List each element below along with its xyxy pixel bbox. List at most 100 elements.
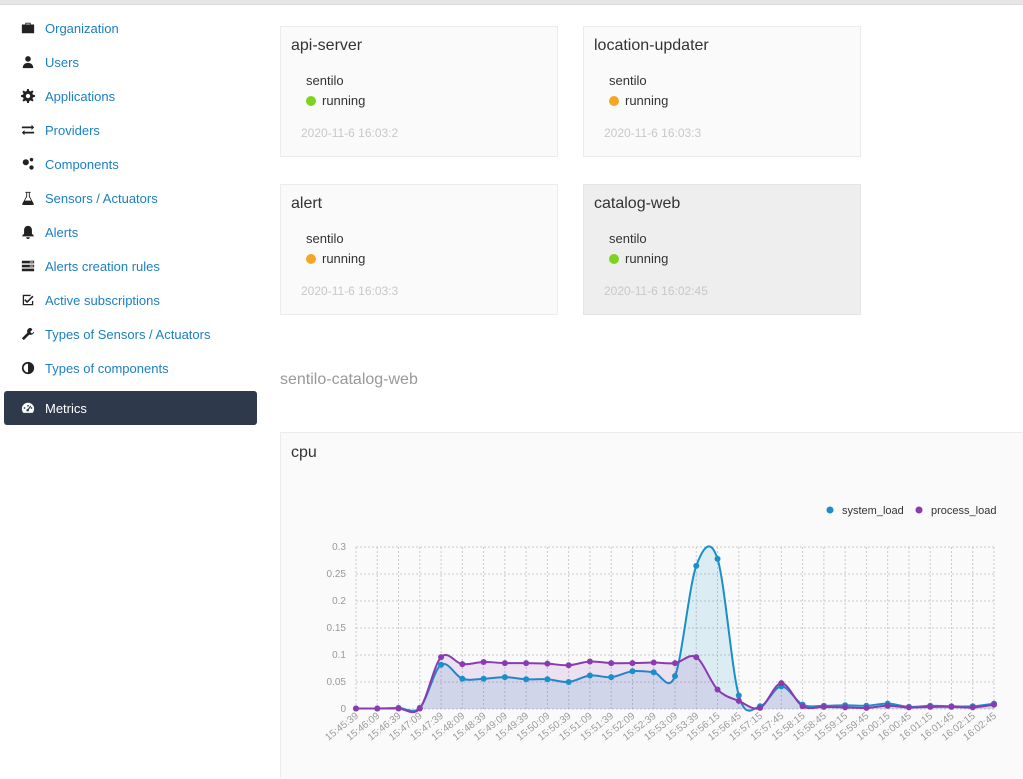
sidebar-item-label: Alerts creation rules <box>45 258 160 274</box>
bell-icon <box>20 224 36 240</box>
status-dot-icon <box>306 95 316 106</box>
data-point-process_load <box>544 660 551 667</box>
user-icon <box>20 54 36 70</box>
status-dot-icon <box>609 253 619 264</box>
card-title: alert <box>291 195 323 212</box>
data-point-process_load <box>969 704 976 711</box>
data-point-system_load <box>544 676 551 683</box>
component-card-alert[interactable]: alert sentilo running 2020-11-6 16:03:3 <box>280 184 558 315</box>
data-point-process_load <box>905 704 912 711</box>
sidebar-item-label: Users <box>45 54 79 70</box>
sidebar-item-applications[interactable]: Applications <box>4 79 257 113</box>
status-text: running <box>625 251 669 266</box>
status-indicator: running <box>609 251 668 266</box>
sidebar-item-label: Metrics <box>45 400 87 416</box>
card-title: catalog-web <box>594 195 681 212</box>
sidebar-item-types-of-sensors-actuators[interactable]: Types of Sensors / Actuators <box>4 317 257 351</box>
data-point-process_load <box>735 697 742 704</box>
data-point-system_load <box>672 673 678 680</box>
data-point-system_load <box>523 676 530 683</box>
data-point-process_load <box>438 654 445 661</box>
card-title: location-updater <box>594 37 709 54</box>
status-indicator: running <box>306 93 365 108</box>
card-title: api-server <box>291 37 363 54</box>
sidebar-item-providers[interactable]: Providers <box>4 113 257 147</box>
sidebar-item-label: Types of Sensors / Actuators <box>45 326 211 342</box>
sidebar-item-types-of-components[interactable]: Types of components <box>4 351 257 385</box>
y-tick-label: 0 <box>340 704 346 715</box>
data-point-process_load <box>991 701 997 708</box>
data-point-process_load <box>629 660 636 667</box>
status-dot-icon <box>306 253 316 264</box>
sidebar-item-organization[interactable]: Organization <box>4 11 257 45</box>
data-point-process_load <box>586 658 593 665</box>
data-point-process_load <box>714 686 721 693</box>
card-timestamp: 2020-11-6 16:03:3 <box>604 126 702 140</box>
component-card-catalog-web[interactable]: catalog-web sentilo running 2020-11-6 16:02… <box>583 184 861 315</box>
legend-marker-process_load <box>915 506 923 514</box>
data-point-process_load <box>884 702 891 709</box>
checkbox-icon <box>20 292 36 308</box>
data-point-process_load <box>672 660 678 667</box>
legend-label-process_load: process_load <box>931 505 996 517</box>
data-point-process_load <box>842 704 849 711</box>
list-icon <box>20 258 36 274</box>
component-card-location-updater[interactable]: location-updater sentilo running 2020-11-6 … <box>583 26 861 157</box>
y-tick-label: 0.1 <box>332 650 346 661</box>
card-timestamp: 2020-11-6 16:03:2 <box>301 126 399 140</box>
sidebar-item-components[interactable]: Components <box>4 147 257 181</box>
data-point-process_load <box>416 705 423 712</box>
half-circle-icon <box>20 360 36 376</box>
data-point-system_load <box>586 672 593 679</box>
y-tick-label: 0.3 <box>332 542 346 553</box>
data-point-process_load <box>927 703 934 710</box>
data-point-process_load <box>608 660 615 667</box>
card-timestamp: 2020-11-6 16:03:3 <box>301 284 399 298</box>
data-point-process_load <box>523 660 530 667</box>
section-title: sentilo-catalog-web <box>280 371 418 388</box>
legend-marker-system_load <box>826 506 834 514</box>
sidebar-item-label: Types of components <box>45 360 169 376</box>
data-point-system_load <box>459 675 466 682</box>
sidebar-item-active-subscriptions[interactable]: Active subscriptions <box>4 283 257 317</box>
sidebar-item-label: Alerts <box>45 224 79 240</box>
sidebar-item-label: Active subscriptions <box>45 292 160 308</box>
card-timestamp: 2020-11-6 16:02:45 <box>604 284 708 298</box>
cpu-chart: 00.050.10.150.20.250.315:45:3915:46:0915… <box>323 505 999 743</box>
data-point-system_load <box>735 692 742 699</box>
sidebar-item-sensors-actuators[interactable]: Sensors / Actuators <box>4 181 257 215</box>
series-area-process_load <box>356 654 994 713</box>
component-card-api-server[interactable]: api-server sentilo running 2020-11-6 16:03:… <box>280 26 558 157</box>
flask-icon <box>20 190 36 206</box>
data-point-system_load <box>650 669 657 676</box>
data-point-process_load <box>820 703 827 710</box>
legend-label-system_load: system_load <box>842 505 904 517</box>
data-point-system_load <box>608 674 615 681</box>
y-tick-label: 0.15 <box>327 623 347 634</box>
data-point-process_load <box>501 660 508 667</box>
status-text: running <box>322 251 366 266</box>
data-point-process_load <box>480 659 487 666</box>
data-point-system_load <box>693 562 700 569</box>
data-point-process_load <box>650 659 657 666</box>
data-point-process_load <box>353 705 359 712</box>
data-point-system_load <box>438 661 445 668</box>
y-tick-label: 0.25 <box>327 569 347 580</box>
cogs-icon <box>20 156 36 172</box>
data-point-system_load <box>714 555 721 562</box>
data-point-system_load <box>501 674 508 681</box>
data-point-process_load <box>799 703 806 710</box>
sidebar-item-metrics[interactable]: Metrics <box>4 391 257 425</box>
sidebar-item-users[interactable]: Users <box>4 45 257 79</box>
sidebar-item-alerts[interactable]: Alerts <box>4 215 257 249</box>
top-bar <box>0 0 1023 5</box>
status-text: running <box>625 93 669 108</box>
sidebar-item-label: Providers <box>45 122 100 138</box>
status-text: running <box>322 93 366 108</box>
data-point-system_load <box>629 668 636 675</box>
data-point-process_load <box>565 662 572 669</box>
sidebar-item-alerts-creation-rules[interactable]: Alerts creation rules <box>4 249 257 283</box>
data-point-process_load <box>374 705 381 712</box>
status-indicator: running <box>306 251 365 266</box>
data-point-system_load <box>480 675 487 682</box>
